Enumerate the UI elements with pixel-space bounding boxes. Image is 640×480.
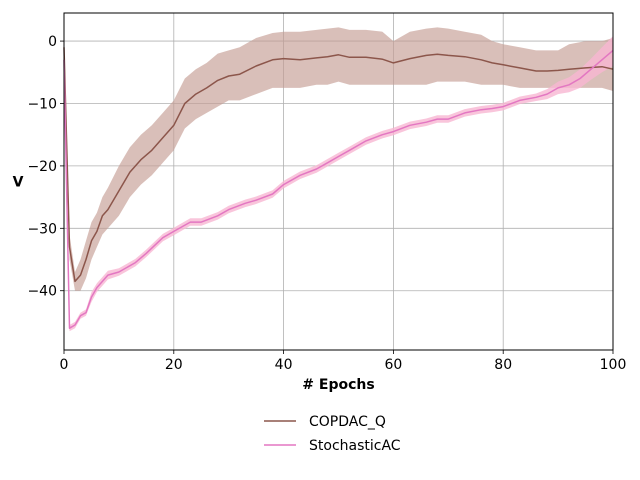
- x-tick-label: 0: [60, 357, 69, 373]
- y-tick-label: −20: [27, 159, 57, 175]
- x-tick-label: 20: [165, 357, 183, 373]
- x-tick-label: 40: [275, 357, 293, 373]
- band-copdac-q: [64, 27, 613, 291]
- y-tick-label: 0: [48, 34, 57, 50]
- y-tick-label: −40: [27, 284, 57, 300]
- x-axis-label: # Epochs: [302, 377, 374, 393]
- legend-label: StochasticAC: [309, 438, 401, 454]
- confidence-bands: [64, 27, 613, 332]
- legend: COPDAC_Q StochasticAC: [264, 414, 401, 454]
- x-tick-label: 100: [600, 357, 627, 373]
- y-tick-label: −30: [27, 221, 57, 237]
- y-tick-label: −10: [27, 96, 57, 112]
- line-copdac-q: [63, 47, 614, 283]
- line-stochasticac: [63, 49, 614, 329]
- axis-ticks: 0 20 40 60 80 100 0 −10 −20 −30 −40: [27, 34, 626, 373]
- band-stochasticac: [64, 36, 613, 332]
- legend-label: COPDAC_Q: [309, 414, 386, 430]
- y-axis-label: V: [13, 175, 24, 191]
- x-tick-label: 80: [494, 357, 512, 373]
- plot-frame: [63, 12, 614, 351]
- x-tick-label: 60: [384, 357, 402, 373]
- series-lines: [63, 47, 614, 329]
